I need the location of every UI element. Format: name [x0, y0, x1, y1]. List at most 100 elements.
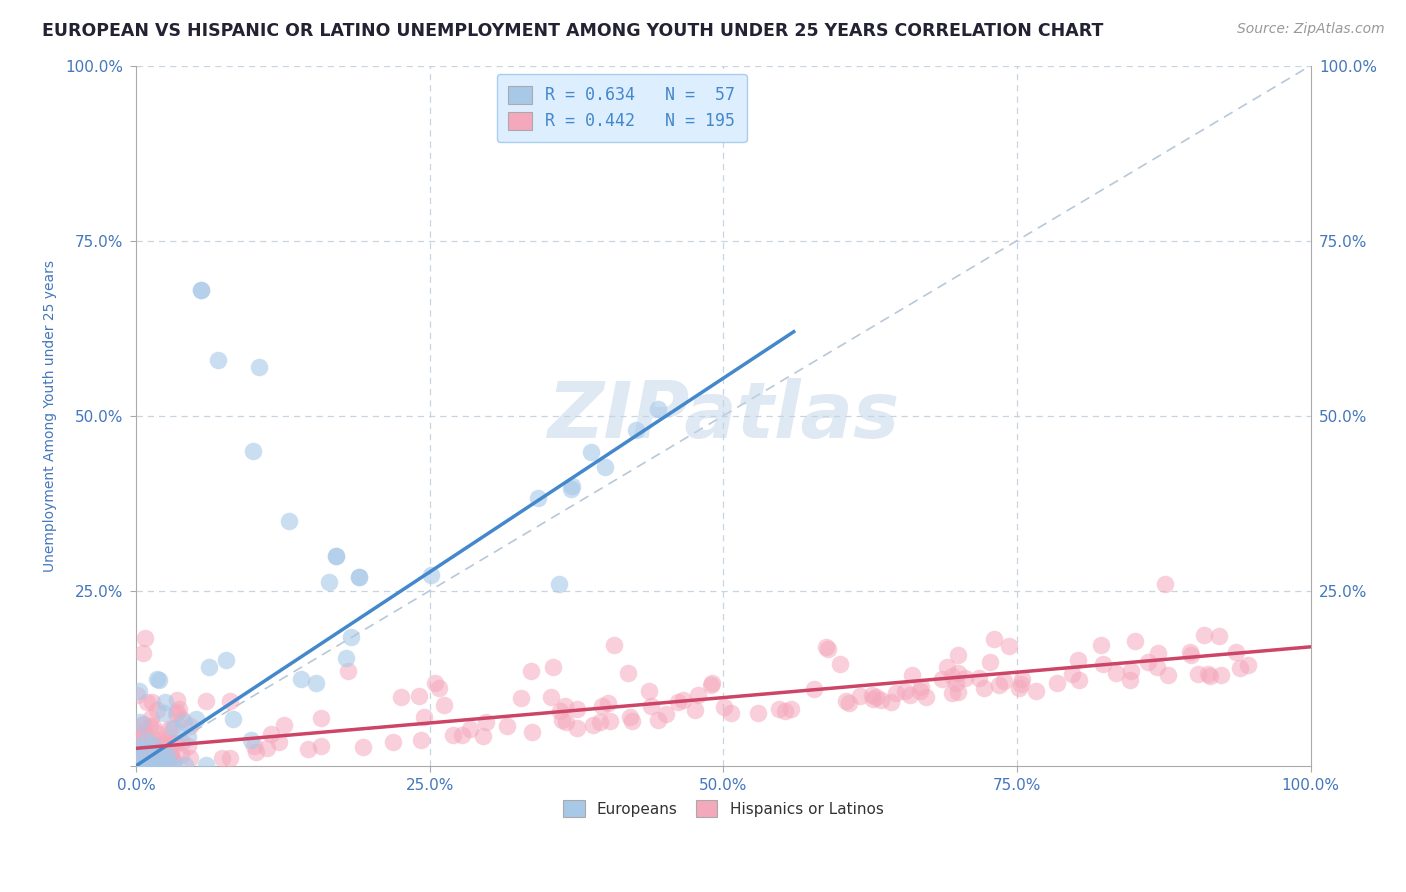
Point — [153, 758, 176, 772]
Point — [148, 750, 170, 764]
Point — [1062, 667, 1084, 681]
Point — [1237, 658, 1260, 673]
Point — [582, 718, 605, 732]
Point — [993, 673, 1015, 688]
Point — [953, 671, 976, 685]
Point — [602, 638, 624, 652]
Point — [946, 666, 969, 681]
Point — [160, 737, 183, 751]
Point — [860, 688, 883, 702]
Point — [256, 741, 278, 756]
Point — [155, 754, 177, 768]
Point — [190, 283, 212, 297]
Point — [179, 750, 201, 764]
Point — [879, 695, 901, 709]
Point — [127, 750, 149, 764]
Point — [780, 702, 803, 716]
Point — [145, 746, 167, 760]
Point — [163, 755, 186, 769]
Point — [166, 693, 188, 707]
Point — [389, 690, 412, 704]
Point — [177, 739, 200, 754]
Point — [142, 745, 165, 759]
Point — [702, 676, 724, 690]
Point — [157, 722, 180, 736]
Point — [150, 751, 173, 765]
Point — [1211, 667, 1233, 681]
Point — [162, 721, 184, 735]
Point — [129, 756, 152, 771]
Point — [935, 660, 957, 674]
Point — [910, 681, 932, 695]
Point — [540, 690, 562, 704]
Point — [211, 750, 233, 764]
Point — [475, 714, 498, 729]
Point — [441, 728, 464, 742]
Point — [411, 733, 433, 747]
Point — [218, 693, 240, 707]
Point — [419, 568, 441, 582]
Point — [720, 706, 742, 720]
Point — [838, 697, 860, 711]
Point — [152, 747, 174, 761]
Point — [335, 651, 357, 665]
Point — [412, 710, 434, 724]
Point — [146, 744, 169, 758]
Point — [149, 756, 172, 771]
Point — [179, 719, 201, 733]
Point — [195, 693, 218, 707]
Point — [561, 478, 583, 492]
Point — [149, 756, 172, 770]
Point — [132, 718, 155, 732]
Point — [450, 728, 472, 742]
Point — [945, 675, 967, 690]
Point — [700, 678, 723, 692]
Point — [269, 735, 291, 749]
Point — [352, 739, 374, 754]
Point — [159, 746, 181, 760]
Point — [127, 743, 149, 757]
Point — [131, 724, 153, 739]
Point — [160, 751, 183, 765]
Point — [215, 653, 238, 667]
Point — [599, 714, 621, 728]
Point — [520, 725, 543, 739]
Point — [128, 758, 150, 772]
Point — [297, 741, 319, 756]
Point — [1229, 661, 1251, 675]
Text: Source: ZipAtlas.com: Source: ZipAtlas.com — [1237, 22, 1385, 37]
Point — [167, 702, 190, 716]
Legend: Europeans, Hispanics or Latinos: Europeans, Hispanics or Latinos — [555, 793, 891, 825]
Point — [165, 736, 187, 750]
Point — [245, 745, 267, 759]
Point — [429, 681, 451, 696]
Point — [1178, 645, 1201, 659]
Point — [219, 751, 242, 765]
Point — [1194, 628, 1216, 642]
Point — [647, 713, 669, 727]
Point — [127, 740, 149, 755]
Point — [817, 641, 839, 656]
Point — [1119, 664, 1142, 678]
Point — [277, 514, 299, 528]
Point — [520, 664, 543, 678]
Point — [190, 283, 212, 297]
Point — [134, 727, 156, 741]
Point — [509, 690, 531, 705]
Point — [915, 690, 938, 704]
Point — [184, 712, 207, 726]
Point — [1090, 638, 1112, 652]
Point — [132, 646, 155, 660]
Point — [146, 672, 169, 686]
Point — [1119, 673, 1142, 687]
Point — [596, 696, 619, 710]
Point — [865, 690, 887, 704]
Point — [242, 739, 264, 754]
Point — [141, 695, 163, 709]
Point — [526, 491, 548, 506]
Point — [138, 758, 160, 772]
Point — [1136, 655, 1159, 669]
Point — [132, 757, 155, 772]
Point — [1147, 646, 1170, 660]
Point — [565, 702, 588, 716]
